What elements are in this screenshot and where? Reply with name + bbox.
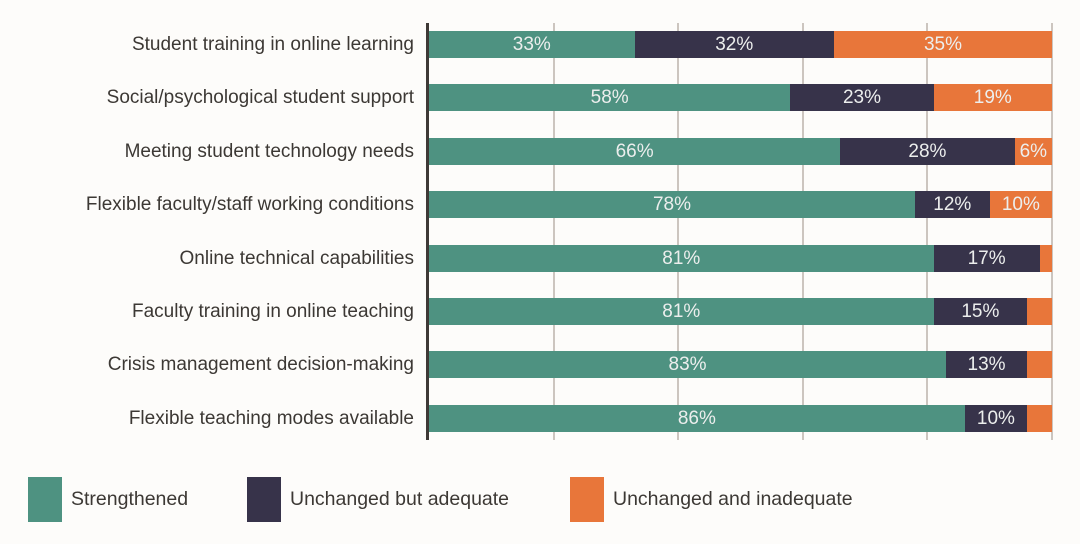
bar-value-label: 15% bbox=[961, 301, 1000, 322]
legend-item-1: Unchanged but adequate bbox=[247, 477, 509, 522]
bar-segment bbox=[1027, 298, 1052, 325]
bar-row-6: 83% 13% bbox=[429, 351, 1052, 379]
bar-row-5: 81% 15% bbox=[429, 298, 1052, 325]
bar-segment: 6% bbox=[1014, 137, 1052, 165]
legend-item-0: Strengthened bbox=[28, 477, 188, 522]
gridline-40 bbox=[677, 23, 680, 440]
bar-segment: 10% bbox=[964, 404, 1028, 432]
bar-value-label: 28% bbox=[908, 140, 947, 162]
bar-value-label: 66% bbox=[615, 140, 654, 162]
bar-value-label: 19% bbox=[973, 87, 1012, 109]
bar-value-label: 32% bbox=[715, 34, 754, 55]
bar-segment: 17% bbox=[933, 244, 1040, 272]
bar-value-label: 17% bbox=[967, 247, 1006, 269]
plot-area: 33% 32% 35% 58% 23% 19% 66% 28% 6% 78% 12% 10% 81% 17… bbox=[426, 23, 1053, 440]
legend: Strengthened Unchanged but adequate Unchan… bbox=[0, 477, 1080, 527]
category-label: Flexible teaching modes available bbox=[128, 407, 414, 429]
bar-segment: 81% bbox=[429, 298, 934, 325]
bar-value-label: 81% bbox=[662, 247, 701, 269]
bar-segment: 13% bbox=[946, 351, 1028, 379]
bar-value-label: 6% bbox=[1019, 140, 1048, 162]
legend-label: Unchanged and inadequate bbox=[613, 488, 853, 510]
bar-segment: 33% bbox=[429, 31, 635, 58]
bar-segment: 86% bbox=[429, 404, 965, 432]
bar-row-3: 78% 12% 10% bbox=[429, 191, 1052, 219]
bar-value-label: 33% bbox=[512, 34, 551, 55]
bar-segment: 19% bbox=[933, 84, 1052, 112]
category-label: Student training in online learning bbox=[131, 34, 414, 55]
bar-value-label: 23% bbox=[842, 87, 881, 109]
category-label: Online technical capabilities bbox=[179, 247, 414, 269]
bar-segment: 15% bbox=[933, 298, 1028, 325]
gridline-80 bbox=[926, 23, 929, 440]
bar-segment bbox=[1027, 404, 1052, 432]
bar-segment bbox=[1027, 351, 1052, 379]
category-label: Meeting student technology needs bbox=[124, 140, 414, 162]
legend-swatch-icon bbox=[570, 477, 604, 522]
bar-value-label: 78% bbox=[652, 194, 691, 216]
legend-label: Strengthened bbox=[71, 488, 189, 510]
bar-segment: 12% bbox=[914, 191, 990, 219]
gridline-20 bbox=[552, 23, 555, 440]
bar-value-label: 81% bbox=[662, 301, 701, 322]
bar-segment: 35% bbox=[833, 31, 1052, 58]
category-label: Crisis management decision-making bbox=[107, 354, 414, 376]
bar-row-4: 81% 17% bbox=[429, 244, 1052, 272]
legend-swatch-icon bbox=[28, 477, 62, 522]
bar-value-label: 13% bbox=[967, 354, 1006, 376]
bar-segment: 66% bbox=[429, 137, 841, 165]
bar-row-2: 66% 28% 6% bbox=[429, 137, 1052, 165]
bar-row-1: 58% 23% 19% bbox=[429, 84, 1052, 112]
legend-label: Unchanged but adequate bbox=[290, 488, 510, 510]
bar-segment: 23% bbox=[790, 84, 934, 112]
bar-value-label: 83% bbox=[668, 354, 707, 376]
bar-value-label: 10% bbox=[976, 407, 1015, 429]
gridline-60 bbox=[801, 23, 804, 440]
bar-segment: 10% bbox=[989, 191, 1052, 219]
bar-value-label: 12% bbox=[933, 194, 972, 216]
bar-value-label: 58% bbox=[590, 87, 629, 109]
category-label: Flexible faculty/staff working condition… bbox=[85, 194, 414, 216]
bar-row-0: 33% 32% 35% bbox=[429, 31, 1052, 58]
legend-swatch-icon bbox=[247, 477, 281, 522]
bar-value-label: 35% bbox=[923, 34, 962, 55]
bar-segment bbox=[1039, 244, 1052, 272]
legend-item-2: Unchanged and inadequate bbox=[570, 477, 853, 522]
bar-value-label: 10% bbox=[1001, 194, 1040, 216]
bar-segment: 58% bbox=[429, 84, 791, 112]
category-label: Social/psychological student support bbox=[106, 87, 414, 109]
category-label: Faculty training in online teaching bbox=[131, 301, 414, 322]
bar-segment: 78% bbox=[429, 191, 915, 219]
bar-segment: 83% bbox=[429, 351, 947, 379]
bar-row-7: 86% 10% bbox=[429, 404, 1052, 432]
gridline-100 bbox=[1051, 23, 1053, 440]
bar-segment: 32% bbox=[634, 31, 834, 58]
bar-segment: 28% bbox=[840, 137, 1015, 165]
bar-segment: 81% bbox=[429, 244, 934, 272]
bar-value-label: 86% bbox=[677, 407, 716, 429]
